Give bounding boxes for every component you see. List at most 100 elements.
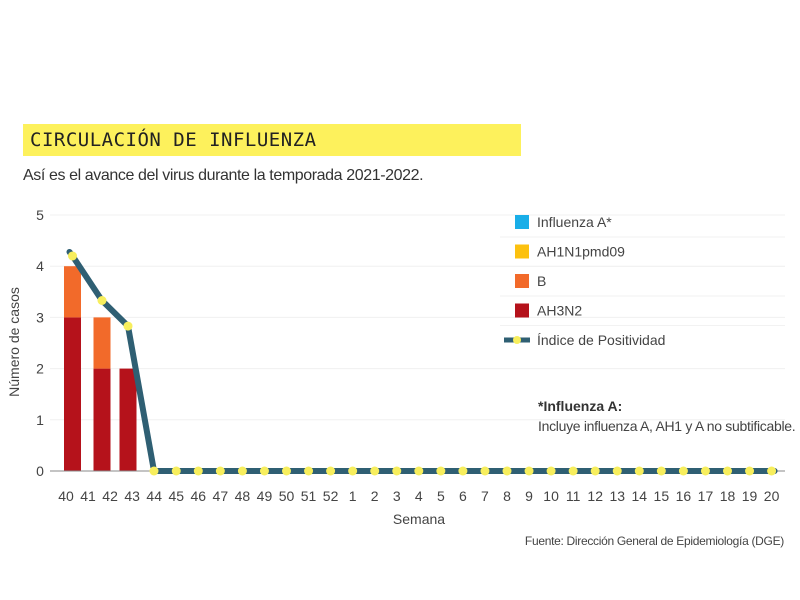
x-tick-label: 7 <box>481 488 489 504</box>
bar-ah3n2-week-40 <box>64 317 81 471</box>
x-tick-label: 6 <box>459 488 467 504</box>
positivity-point-week-46 <box>193 466 203 476</box>
positivity-point-week-8 <box>502 466 512 476</box>
legend-label: AH1N1pmd09 <box>537 244 625 260</box>
legend-item--ndice-de-positividad: Índice de Positividad <box>504 332 665 348</box>
x-tick-label: 1 <box>349 488 357 504</box>
gridlines <box>50 214 785 421</box>
positivity-point-week-40 <box>68 251 77 261</box>
legend-swatch <box>515 274 529 288</box>
legend-swatch <box>515 303 529 318</box>
x-tick-label: 15 <box>654 488 670 504</box>
x-tick-label: 49 <box>257 488 273 504</box>
positivity-line-path <box>66 248 778 474</box>
legend-item-b: B <box>515 273 546 289</box>
positivity-point-week-16 <box>678 466 688 476</box>
legend-label: B <box>537 273 546 289</box>
x-tick-label: 50 <box>279 488 295 504</box>
x-tick-label: 18 <box>720 488 736 504</box>
x-tick-label: 40 <box>58 488 74 504</box>
bars <box>64 266 137 471</box>
x-tick-label: 19 <box>742 488 758 504</box>
positivity-point-week-3 <box>392 466 402 476</box>
footnote-body: Incluye influenza A, AH1 y A no subtific… <box>538 418 796 434</box>
x-tick-label: 8 <box>503 488 511 504</box>
x-tick-label: 4 <box>415 488 423 504</box>
positivity-point-week-19 <box>745 466 755 476</box>
x-tick-label: 13 <box>609 488 625 504</box>
x-tick-label: 52 <box>323 488 339 504</box>
positivity-point-week-10 <box>546 466 556 476</box>
positivity-point-week-13 <box>612 466 622 476</box>
positivity-point-week-11 <box>568 466 578 476</box>
x-tick-label: 51 <box>301 488 317 504</box>
x-axis-ticks: 40 41 42 43 44 45 46 47 48 49 50 51 52 1 2 3 4 5 6 7 8 9 10 11 1… <box>58 488 779 504</box>
title-banner: CIRCULACIÓN DE INFLUENZA <box>23 124 521 156</box>
positivity-point-week-7 <box>480 466 490 476</box>
y-tick-label: 3 <box>36 309 44 325</box>
positivity-point-week-4 <box>414 466 424 476</box>
x-tick-label: 48 <box>235 488 251 504</box>
y-tick-label: 0 <box>36 463 44 479</box>
x-tick-label: 5 <box>437 488 445 504</box>
legend-swatch <box>515 244 529 259</box>
bar-ah3n2-week-42 <box>119 368 137 471</box>
y-axis-title: Número de casos <box>6 287 22 397</box>
positivity-point-week-9 <box>524 466 534 476</box>
positivity-point-week-41 <box>97 296 107 306</box>
positivity-point-week-14 <box>634 466 644 476</box>
legend-marker <box>513 336 521 344</box>
legend-swatch <box>515 215 529 229</box>
x-tick-label: 45 <box>168 488 184 504</box>
x-tick-label: 47 <box>213 488 229 504</box>
bar-b-week-41 <box>93 317 111 369</box>
positivity-point-week-6 <box>458 466 468 476</box>
footnote-title: *Influenza A: <box>538 398 623 414</box>
source-credit: Fuente: Dirección General de Epidemiolog… <box>524 534 784 548</box>
x-tick-label: 42 <box>102 488 118 504</box>
x-tick-label: 46 <box>191 488 207 504</box>
x-tick-label: 14 <box>632 488 648 504</box>
positivity-line <box>66 248 778 476</box>
positivity-point-week-17 <box>700 466 710 476</box>
positivity-point-week-50 <box>282 466 291 476</box>
x-tick-label: 41 <box>80 488 96 504</box>
legend-item-influenza-a-: Influenza A* <box>515 214 612 230</box>
positivity-point-week-52 <box>326 466 336 476</box>
y-axis-ticks: 0 1 2 3 4 5 <box>36 207 44 479</box>
positivity-point-week-12 <box>590 466 600 476</box>
x-tick-label: 3 <box>393 488 401 504</box>
positivity-point-week-18 <box>723 466 732 476</box>
x-tick-label: 17 <box>698 488 714 504</box>
x-tick-label: 11 <box>566 488 581 504</box>
positivity-point-week-48 <box>237 466 247 476</box>
legend-item-ah3n2: AH3N2 <box>515 303 582 319</box>
x-tick-label: 10 <box>543 488 559 504</box>
x-axis-title: Semana <box>393 511 445 527</box>
y-tick-label: 2 <box>36 361 44 377</box>
x-tick-label: 2 <box>371 488 379 504</box>
positivity-point-week-44 <box>149 466 159 476</box>
legend-label: Índice de Positividad <box>537 332 665 348</box>
x-tick-label: 43 <box>124 488 140 504</box>
legend-label: AH3N2 <box>537 303 582 319</box>
bar-b-week-40 <box>64 266 81 318</box>
y-tick-label: 4 <box>36 258 44 274</box>
bar-ah3n2-week-41 <box>93 368 111 471</box>
positivity-point-week-51 <box>304 466 314 476</box>
x-tick-label: 44 <box>146 488 162 504</box>
legend: Influenza A* AH1N1pmd09 B AH3N2 Índice de Po… <box>500 214 785 348</box>
positivity-point-week-49 <box>259 466 269 476</box>
positivity-point-week-2 <box>370 466 380 476</box>
positivity-point-week-5 <box>436 466 446 476</box>
positivity-point-week-45 <box>171 466 181 476</box>
chart-subtitle: Así es el avance del virus durante la te… <box>23 167 424 184</box>
positivity-point-week-15 <box>656 466 666 476</box>
positivity-point-week-1 <box>348 466 358 476</box>
positivity-point-week-42 <box>123 321 133 331</box>
y-tick-label: 1 <box>36 412 44 428</box>
x-tick-label: 16 <box>676 488 692 504</box>
positivity-point-week-20 <box>767 466 777 476</box>
x-tick-label: 9 <box>525 488 533 504</box>
